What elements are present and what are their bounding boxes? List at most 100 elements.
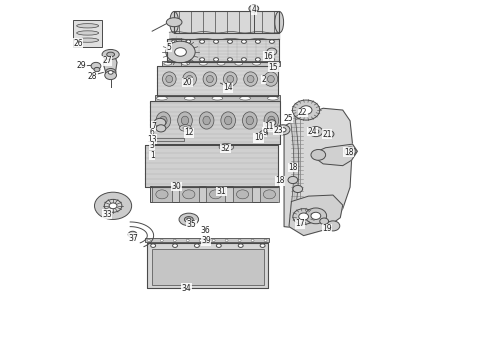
Circle shape: [199, 40, 204, 43]
Circle shape: [276, 125, 290, 135]
Circle shape: [313, 130, 319, 134]
Circle shape: [91, 62, 101, 69]
Circle shape: [242, 58, 246, 61]
Ellipse shape: [264, 72, 278, 86]
Circle shape: [225, 239, 228, 242]
Ellipse shape: [240, 96, 250, 100]
Bar: [260, 186, 279, 202]
Text: 13: 13: [147, 135, 157, 144]
Circle shape: [260, 244, 265, 247]
Text: 35: 35: [186, 220, 196, 229]
Circle shape: [293, 100, 320, 120]
Ellipse shape: [263, 190, 275, 199]
Text: 18: 18: [275, 176, 285, 185]
Circle shape: [109, 203, 117, 209]
Bar: [155, 95, 280, 101]
Ellipse shape: [235, 62, 243, 65]
Text: 9: 9: [262, 128, 267, 137]
Bar: [150, 101, 280, 144]
Circle shape: [214, 40, 219, 43]
Text: 23: 23: [273, 126, 283, 135]
Ellipse shape: [76, 38, 98, 42]
Ellipse shape: [178, 112, 193, 129]
Ellipse shape: [183, 190, 195, 199]
Ellipse shape: [212, 96, 223, 100]
Circle shape: [195, 244, 199, 247]
Ellipse shape: [164, 62, 171, 65]
Circle shape: [299, 213, 309, 220]
Ellipse shape: [156, 112, 171, 129]
Circle shape: [267, 48, 277, 55]
Text: 5: 5: [167, 43, 172, 52]
Circle shape: [173, 239, 176, 242]
Bar: [150, 101, 280, 144]
Ellipse shape: [268, 116, 275, 125]
Circle shape: [166, 41, 195, 63]
Polygon shape: [284, 108, 352, 230]
Text: 18: 18: [288, 163, 297, 172]
Text: 12: 12: [184, 128, 194, 137]
Circle shape: [199, 58, 204, 61]
Ellipse shape: [217, 62, 225, 65]
Circle shape: [324, 131, 334, 138]
Text: 3: 3: [150, 141, 155, 150]
Text: 33: 33: [102, 210, 112, 219]
Text: 11: 11: [264, 122, 273, 131]
Polygon shape: [289, 195, 343, 235]
Text: 4: 4: [251, 5, 256, 14]
Ellipse shape: [76, 31, 98, 35]
Circle shape: [326, 221, 340, 231]
Circle shape: [217, 244, 221, 247]
Text: 30: 30: [172, 182, 181, 191]
Bar: [150, 186, 277, 202]
Ellipse shape: [108, 71, 113, 74]
Ellipse shape: [264, 112, 279, 129]
Ellipse shape: [183, 127, 188, 130]
Ellipse shape: [102, 49, 119, 59]
Circle shape: [94, 67, 100, 72]
Ellipse shape: [184, 217, 193, 222]
Ellipse shape: [184, 96, 195, 100]
Text: 31: 31: [217, 187, 226, 196]
Ellipse shape: [199, 62, 207, 65]
Ellipse shape: [166, 18, 182, 27]
Circle shape: [227, 58, 232, 61]
Ellipse shape: [160, 116, 167, 125]
Ellipse shape: [157, 96, 167, 100]
Ellipse shape: [179, 213, 198, 226]
Bar: [206, 186, 225, 202]
Circle shape: [238, 239, 241, 242]
Bar: [157, 66, 278, 96]
Circle shape: [151, 244, 156, 247]
Circle shape: [255, 40, 260, 43]
Ellipse shape: [181, 116, 189, 125]
Ellipse shape: [221, 112, 236, 129]
Text: 7: 7: [151, 122, 156, 131]
Circle shape: [186, 58, 191, 61]
Text: 17: 17: [295, 219, 305, 228]
Circle shape: [270, 40, 274, 43]
Ellipse shape: [105, 68, 116, 76]
Text: 19: 19: [322, 224, 332, 233]
Circle shape: [249, 5, 259, 12]
Text: 1: 1: [150, 151, 154, 160]
Ellipse shape: [162, 72, 176, 86]
Bar: [147, 243, 269, 288]
Text: 22: 22: [298, 108, 307, 117]
Circle shape: [212, 239, 215, 242]
Bar: [162, 61, 280, 66]
Ellipse shape: [203, 72, 217, 86]
Circle shape: [266, 125, 273, 131]
Text: 18: 18: [344, 148, 353, 157]
Text: 15: 15: [269, 63, 278, 72]
Ellipse shape: [219, 143, 234, 150]
Bar: [233, 186, 252, 202]
Ellipse shape: [199, 112, 214, 129]
Ellipse shape: [275, 12, 284, 33]
Circle shape: [128, 231, 137, 238]
Text: 2: 2: [261, 75, 266, 84]
Ellipse shape: [76, 24, 98, 28]
Ellipse shape: [183, 72, 196, 86]
Ellipse shape: [186, 76, 193, 83]
Bar: [145, 238, 270, 242]
